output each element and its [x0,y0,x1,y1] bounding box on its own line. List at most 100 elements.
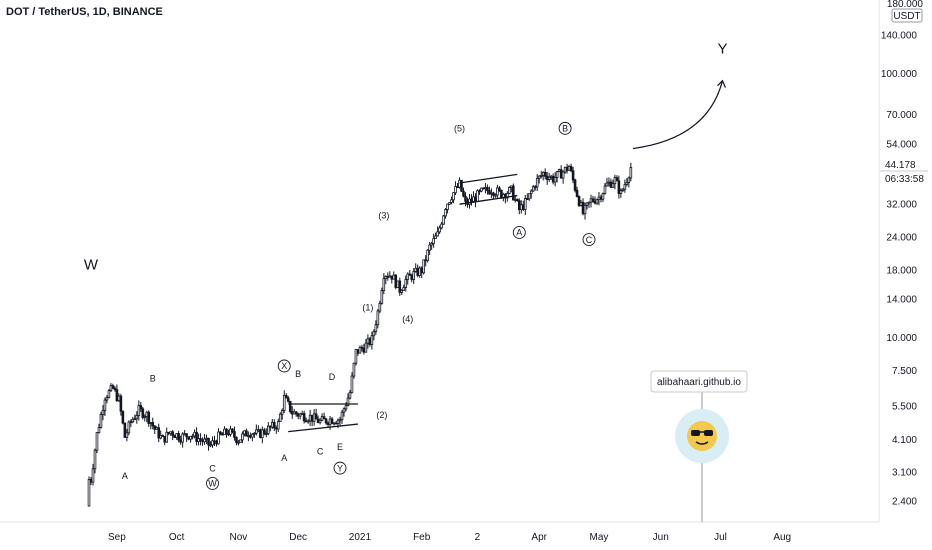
wave-label[interactable]: (1) [362,303,373,313]
candle [583,202,587,220]
candle [113,386,117,392]
wave-label[interactable]: C [317,447,324,457]
candle [376,309,380,329]
candle [255,424,258,436]
candle [508,186,511,195]
y-tick-label: 70.000 [886,110,917,121]
candle [619,188,623,199]
candle [241,431,244,444]
wave-label[interactable]: E [337,442,343,452]
countdown-value: 06:33:58 [885,174,924,185]
candle [603,183,607,195]
y-tick-label: 24.000 [886,233,917,244]
wave-label[interactable]: W [84,256,99,273]
candle [217,428,220,445]
watermark-box [650,370,748,393]
candle [147,410,151,427]
wave-label[interactable]: (4) [402,314,413,324]
candle [266,422,270,436]
y-tick-label: 2.400 [892,497,917,508]
candle [121,410,125,425]
candle [374,320,378,335]
candle [330,416,334,425]
flag-lower-line[interactable] [459,194,518,205]
candle [440,222,443,230]
candle [340,410,344,425]
wave-label-text: X [281,361,287,371]
wave-label[interactable]: B [558,121,572,135]
x-tick-label: Feb [413,532,431,543]
wave-label[interactable]: (2) [376,410,387,420]
candle [237,440,240,446]
candle [476,189,479,202]
wave-label-text: D [329,372,336,382]
flag-upper-line[interactable] [459,173,518,184]
x-tick-label: 2 [475,532,481,543]
candle [171,430,174,441]
x-tick-label: Oct [169,532,185,543]
candle [233,426,236,441]
candle [280,408,284,420]
candle [486,184,489,195]
wave-label[interactable]: B [150,374,156,384]
candle [141,407,145,420]
triangle-lower-line[interactable] [288,423,359,433]
candle [324,418,328,425]
candle [99,411,103,429]
candle [239,439,242,443]
candle [627,176,631,188]
candle [492,191,495,199]
candle [498,185,501,192]
wave-label[interactable]: (5) [454,124,465,134]
candle [436,226,439,237]
candle [601,192,605,203]
candle [605,177,609,187]
wave-label[interactable]: X [277,359,291,373]
candle [623,179,627,193]
wave-label[interactable]: A [122,471,128,481]
x-tick-label: Aug [773,532,791,543]
wave-label[interactable]: B [295,369,301,379]
arrow-head [717,79,727,88]
wave-label[interactable]: Y [717,40,727,57]
wave-label[interactable]: (3) [378,211,389,221]
candle [527,193,531,201]
unit-badge[interactable] [891,8,923,23]
candle [426,249,429,263]
wave-label[interactable]: A [512,226,526,239]
wave-label[interactable]: W [206,476,219,490]
candle [533,185,537,191]
candle [438,225,441,235]
time-axis: Sep Oct Nov Dec 2021 Feb 2 Apr May Jun Jul Aug [108,532,791,543]
candle [535,174,539,192]
wave-label[interactable]: C [582,233,596,247]
candle [189,435,192,443]
candle [207,437,210,451]
wave-label-text: (1) [362,303,373,313]
candle [133,414,137,421]
candle [480,187,483,193]
candle [394,274,398,290]
wave-label[interactable]: D [329,372,336,382]
candlestick-series [87,162,633,507]
y-tick-label: 140.000 [881,31,918,42]
y-tick-label: 54.000 [886,140,917,151]
candle [448,202,451,206]
wave-label-text: W [208,479,217,489]
candle [101,405,105,421]
candle [131,416,135,424]
wave-label-text: B [562,124,568,134]
candle [450,196,453,205]
wave-label[interactable]: A [281,453,287,463]
candle [529,189,533,199]
forecast-curve[interactable] [632,80,724,150]
candle [185,433,188,442]
wave-label[interactable]: Y [333,461,347,475]
candle [306,419,310,424]
y-tick-label: 5.500 [892,402,917,413]
candle [352,362,356,379]
wave-label[interactable]: C [209,463,216,473]
price-axis: 2.400 3.100 4.100 5.500 7.500 10.000 14.000 18.… [881,31,918,508]
candle [432,233,435,248]
